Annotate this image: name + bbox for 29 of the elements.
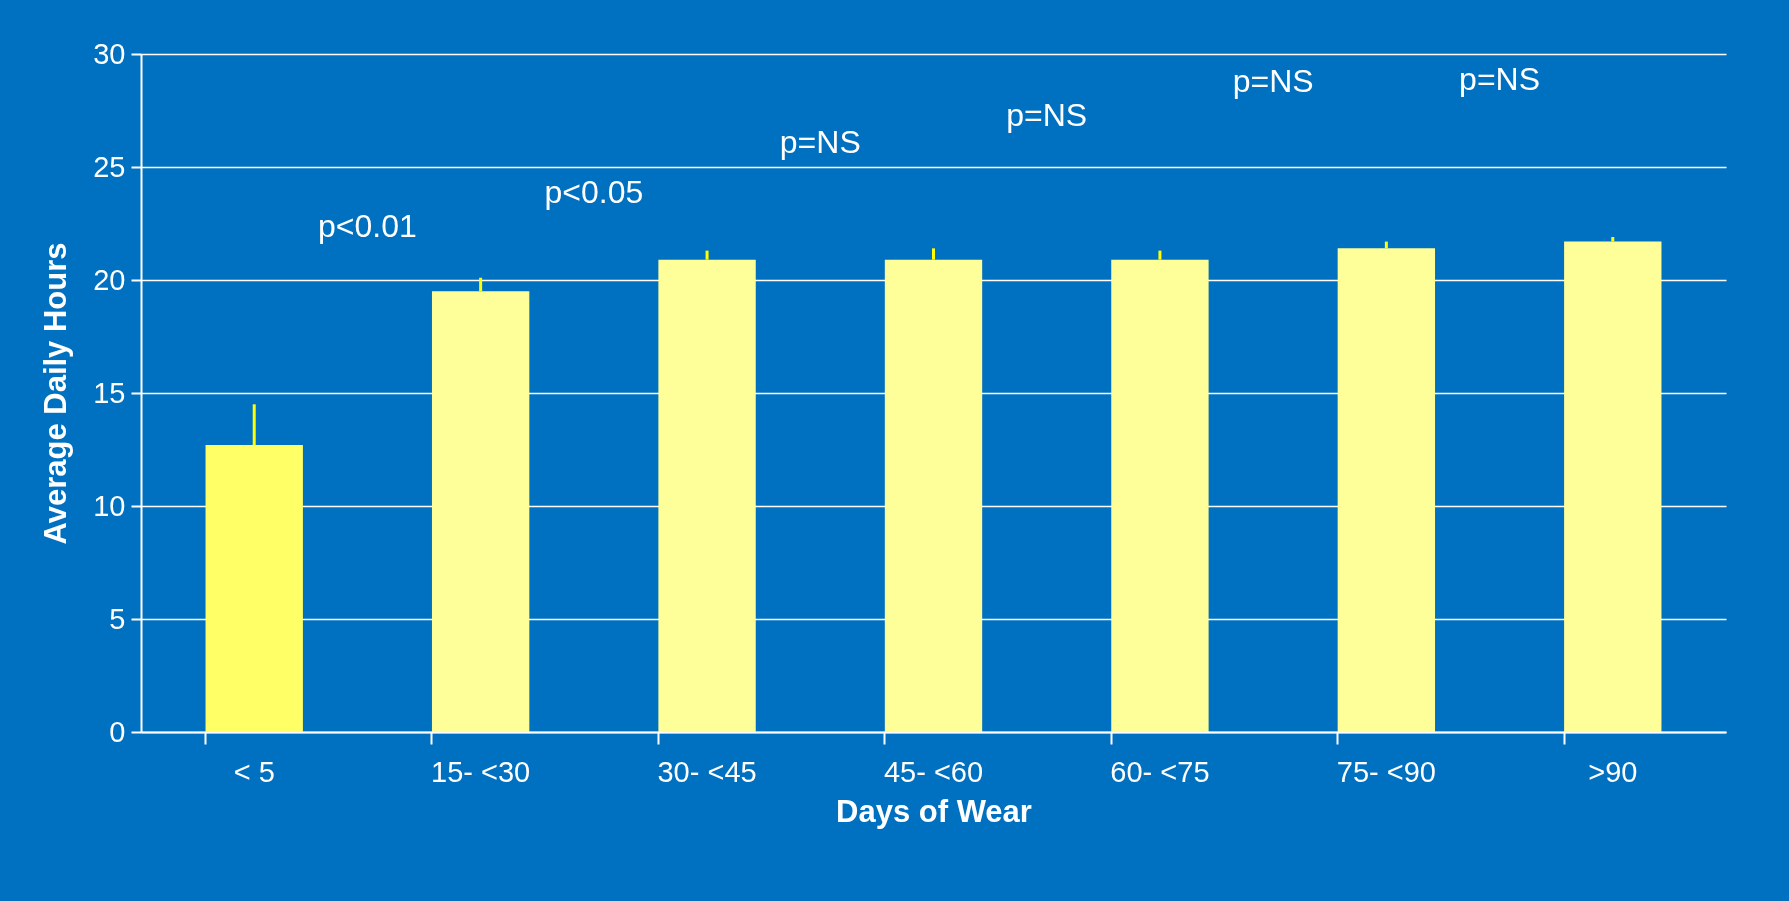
x-tick-label: 45- <60 bbox=[883, 755, 984, 788]
y-tick-label: 20 bbox=[93, 263, 126, 296]
bar bbox=[205, 444, 303, 732]
x-axis-title: Days of Wear bbox=[836, 793, 1032, 829]
x-tick-label: 30- <45 bbox=[657, 755, 757, 788]
bar bbox=[1564, 241, 1662, 732]
x-tick-label: < 5 bbox=[233, 755, 275, 788]
bar bbox=[1337, 248, 1436, 732]
x-tick-label: >90 bbox=[1588, 755, 1638, 788]
annotation: p<0.01 bbox=[318, 207, 417, 244]
annotation: p<0.05 bbox=[544, 173, 644, 210]
y-tick-label: 5 bbox=[109, 602, 126, 635]
annotation: p=NS bbox=[1006, 97, 1088, 134]
annotation: p=NS bbox=[1232, 63, 1314, 100]
bar bbox=[431, 291, 530, 732]
y-axis-title: Average Daily Hours bbox=[38, 242, 74, 545]
y-tick-label: 0 bbox=[109, 715, 126, 748]
annotation: p=NS bbox=[1459, 60, 1541, 97]
x-tick-label: 60- <75 bbox=[1110, 755, 1210, 788]
bar bbox=[884, 259, 983, 732]
x-tick-label: 75- <90 bbox=[1336, 755, 1436, 788]
y-tick-label: 30 bbox=[93, 37, 126, 70]
bar bbox=[658, 259, 756, 732]
x-tick-label: 15- <30 bbox=[431, 755, 531, 788]
bar bbox=[1111, 259, 1209, 732]
annotation: p=NS bbox=[779, 124, 861, 161]
y-tick-label: 25 bbox=[93, 150, 126, 183]
y-tick-label: 10 bbox=[93, 489, 126, 522]
y-tick-label: 15 bbox=[93, 376, 126, 409]
